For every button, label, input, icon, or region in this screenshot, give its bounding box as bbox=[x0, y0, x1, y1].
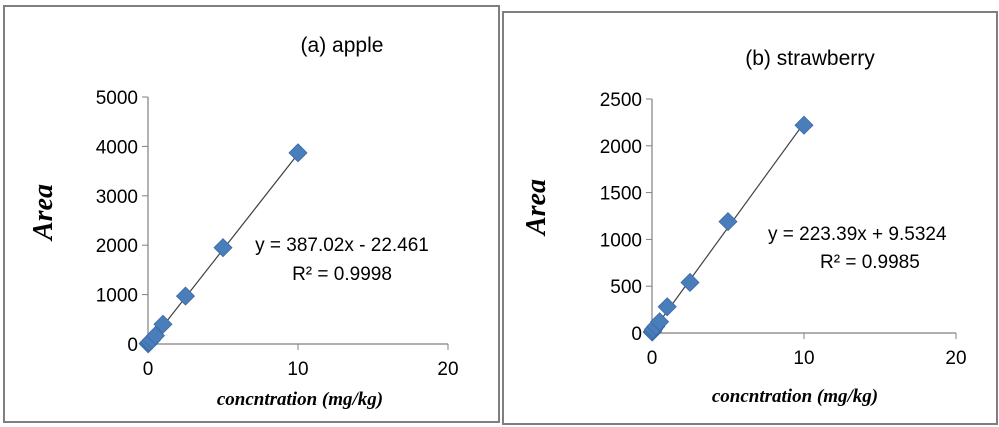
data-point bbox=[153, 314, 173, 334]
y-tick-label: 3000 bbox=[96, 187, 138, 208]
x-tick-label: 20 bbox=[437, 359, 458, 380]
chart-title: (b) strawberry bbox=[745, 47, 875, 70]
trendline-equation: y = 223.39x + 9.5324 bbox=[768, 224, 947, 245]
r-squared-label: R² = 0.9985 bbox=[820, 252, 920, 273]
x-tick-label: 10 bbox=[793, 348, 814, 369]
x-tick-label: 0 bbox=[647, 348, 658, 369]
chart-apple: 0 1000 2000 3000 4000 5000 0 10 20 (a) apple Ar… bbox=[28, 34, 459, 410]
x-axis-label: concntration (mg/kg) bbox=[712, 386, 878, 407]
y-tick-label: 2000 bbox=[600, 137, 642, 158]
y-tick-labels: 0 500 1000 1500 2000 2500 bbox=[600, 90, 642, 345]
axes bbox=[651, 99, 956, 334]
chart-title: (a) apple bbox=[301, 34, 384, 57]
data-point bbox=[794, 115, 814, 135]
r-squared-label: R² = 0.9998 bbox=[292, 264, 392, 285]
panel-b-frame bbox=[502, 11, 998, 425]
y-tick-label: 1500 bbox=[600, 184, 642, 205]
trendline-equation: y = 387.02x - 22.461 bbox=[255, 235, 429, 256]
y-axis-label: Area bbox=[28, 184, 59, 242]
x-tick-labels: 0 10 20 bbox=[143, 359, 459, 380]
data-point bbox=[213, 238, 233, 258]
y-tick-label: 4000 bbox=[96, 137, 138, 158]
y-tick-label: 2000 bbox=[96, 236, 138, 257]
x-axis-label: concntration (mg/kg) bbox=[217, 389, 383, 410]
data-point bbox=[288, 143, 308, 163]
x-tick-label: 10 bbox=[287, 359, 308, 380]
data-point bbox=[657, 297, 677, 317]
x-tick-label: 0 bbox=[143, 359, 154, 380]
y-tick-label: 500 bbox=[610, 277, 642, 298]
y-tick-label: 2500 bbox=[600, 90, 642, 111]
data-point bbox=[680, 272, 700, 293]
axes bbox=[147, 97, 448, 345]
data-points bbox=[138, 143, 308, 354]
y-tick-label: 1000 bbox=[600, 230, 642, 251]
data-point bbox=[175, 286, 196, 306]
y-tick-label: 0 bbox=[127, 335, 138, 356]
x-tick-label: 20 bbox=[945, 348, 966, 369]
x-tick-labels: 0 10 20 bbox=[647, 348, 967, 369]
y-tick-label: 5000 bbox=[96, 88, 138, 109]
data-point bbox=[145, 326, 166, 346]
chart-strawberry: 0 500 1000 1500 2000 2500 0 10 20 (b) strawberr… bbox=[521, 47, 967, 407]
data-point bbox=[650, 312, 670, 332]
data-point bbox=[718, 212, 738, 232]
y-axis-label: Area bbox=[521, 179, 552, 237]
y-tick-label: 0 bbox=[631, 324, 642, 345]
data-points bbox=[642, 115, 814, 342]
y-tick-labels: 0 1000 2000 3000 4000 5000 bbox=[96, 88, 138, 356]
y-tick-label: 1000 bbox=[96, 286, 138, 307]
